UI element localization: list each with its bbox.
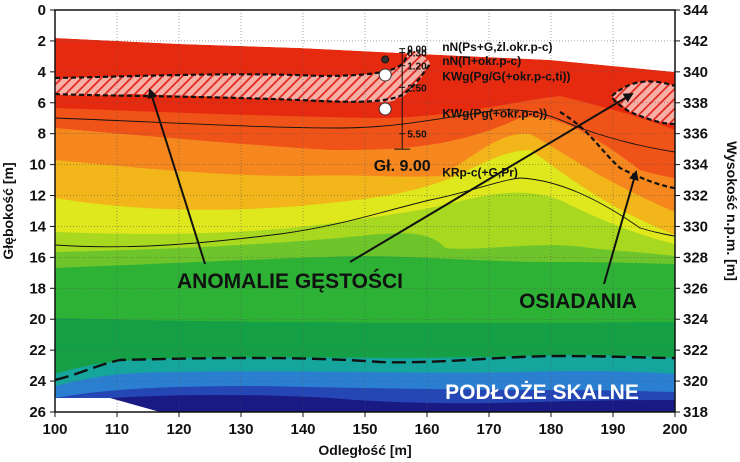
- x-tick-label: 170: [476, 421, 501, 438]
- y-left-tick-label: 14: [29, 218, 46, 235]
- y-right-axis-label: Wysokość n.p.m. [m]: [724, 141, 740, 281]
- y-left-tick-label: 12: [29, 188, 46, 205]
- y-left-tick-label: 6: [38, 95, 46, 112]
- y-left-tick-label: 10: [29, 157, 46, 174]
- arrow-anomaly-right: [349, 92, 634, 263]
- y-right-tick-label: 328: [683, 249, 708, 266]
- y-right-tick-label: 344: [683, 2, 709, 19]
- x-tick-label: 200: [662, 421, 687, 438]
- y-left-tick-label: 22: [29, 342, 46, 359]
- borehole-marker-open: [378, 102, 392, 116]
- y-left-tick-label: 0: [38, 2, 46, 19]
- x-tick-label: 140: [290, 421, 315, 438]
- y-left-tick-label: 20: [29, 311, 46, 328]
- bedrock-top-line: [55, 354, 675, 382]
- layer-label: KRp-c(+G,Pr): [442, 165, 518, 179]
- layer-label: KWg(Pg(+okr.p-c)): [442, 107, 547, 121]
- y-right-tick-label: 326: [683, 280, 708, 297]
- y-right-tick-label: 320: [683, 373, 708, 390]
- x-tick-labels: 100 110 120 130 140 150 160 170 180 190 200: [42, 412, 688, 438]
- layer-labels: nN(Ps+G,żl.okr.p-c)nN(Π+okr.p-c)KWg(Pg/G…: [442, 40, 570, 179]
- x-tick-label: 180: [538, 421, 563, 438]
- y-left-tick-label: 16: [29, 249, 46, 266]
- y-left-tick-label: 8: [38, 126, 46, 143]
- y-right-tick-label: 318: [683, 404, 708, 421]
- y-left-tick-label: 18: [29, 280, 46, 297]
- anomaly-outline-left: [55, 49, 411, 80]
- x-tick-label: 150: [352, 421, 377, 438]
- x-tick-label: 110: [105, 421, 129, 438]
- y-left-tick-label: 24: [29, 373, 46, 390]
- y-left-tick-label: 4: [38, 64, 47, 81]
- y-right-tick-label: 334: [683, 157, 709, 174]
- x-tick-label: 190: [600, 421, 625, 438]
- y-right-tick-label: 322: [683, 342, 708, 359]
- y-right-tick-label: 332: [683, 188, 708, 205]
- contour-1: [55, 109, 675, 153]
- annotation-subsidence: OSIADANIA: [519, 290, 637, 313]
- density-bands: [55, 10, 675, 412]
- layer-label: nN(Π+okr.p-c): [442, 54, 521, 68]
- y-right-tick-labels: 344 342 340 338 336 334 332 330 328 326 324 322 320 3…: [675, 2, 709, 421]
- annotation-density-anomalies: ANOMALIE GĘSTOŚCI: [177, 269, 403, 293]
- y-left-axis-label: Głębokość [m]: [0, 162, 16, 259]
- y-left-tick-label: 26: [29, 404, 46, 421]
- borehole-depth-label: 2.50: [407, 83, 427, 94]
- anomaly-outline-right: [610, 80, 675, 126]
- layer-label: nN(Ps+G,żl.okr.p-c): [442, 40, 552, 54]
- y-right-tick-label: 336: [683, 126, 708, 143]
- borehole-depth-labels: 0.000.30 1.20 2.50 5.50: [399, 45, 427, 141]
- y-right-tick-label: 324: [683, 311, 709, 328]
- annotation-bedrock: PODŁOŻE SKALNE: [445, 381, 639, 404]
- y-right-tick-label: 340: [683, 64, 708, 81]
- y-right-tick-label: 330: [683, 218, 708, 235]
- borehole-marker-open: [378, 68, 392, 82]
- x-tick-label: 120: [166, 421, 191, 438]
- borehole-label: Gł. 9.00: [374, 158, 431, 175]
- x-axis-label: Odległość [m]: [318, 442, 411, 458]
- y-left-tick-label: 2: [38, 33, 46, 50]
- borehole-depth-label: 0.00: [407, 45, 427, 56]
- grid: [54, 9, 676, 413]
- borehole-marker-filled: [381, 55, 390, 64]
- borehole-depth-label: 1.20: [407, 62, 427, 73]
- y-right-tick-label: 342: [683, 33, 708, 50]
- below-section: [55, 398, 160, 412]
- borehole-depth-label: 0.30: [407, 49, 427, 60]
- subsidence-line: [559, 111, 675, 190]
- band-navy: [110, 395, 675, 412]
- contour-2: [55, 177, 675, 248]
- y-right-tick-label: 338: [683, 95, 708, 112]
- arrow-subsidence: [603, 170, 639, 285]
- x-tick-label: 160: [414, 421, 439, 438]
- layer-label: KWg(Pg/G(+okr.p-c,ti)): [442, 69, 570, 83]
- borehole-depth-label: 5.50: [407, 130, 427, 141]
- arrow-anomaly-left: [147, 88, 206, 265]
- borehole-markers: [378, 55, 392, 116]
- anomaly-outline-left-bottom: [55, 63, 431, 103]
- x-tick-label: 100: [42, 421, 67, 438]
- x-tick-label: 130: [228, 421, 253, 438]
